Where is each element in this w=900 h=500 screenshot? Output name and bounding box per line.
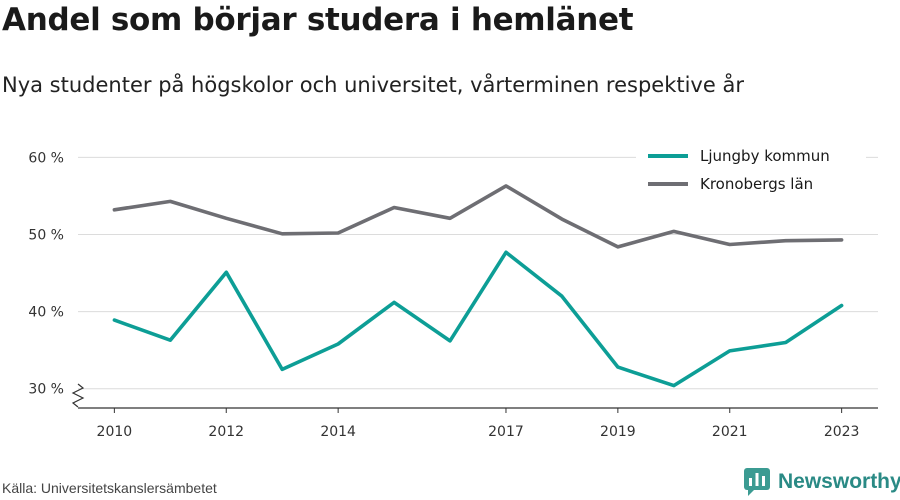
source-note: Källa: Universitetskanslersämbetet	[2, 480, 217, 496]
x-tick-label: 2014	[320, 424, 356, 440]
chart-subtitle: Nya studenter på högskolor och universit…	[2, 73, 744, 97]
x-tick-label: 2017	[488, 424, 524, 440]
y-axis-ticks: 30 % 40 % 50 % 60 %	[28, 150, 64, 397]
series-line	[112, 184, 844, 249]
y-tick-label: 60 %	[28, 150, 64, 166]
x-tick-label: 2012	[208, 424, 244, 440]
series-lines	[112, 184, 844, 388]
y-tick-label: 50 %	[28, 228, 64, 244]
y-tick-label: 40 %	[28, 305, 64, 321]
legend-label: Ljungby kommun	[700, 147, 830, 165]
legend-background	[636, 143, 866, 201]
x-tick-label: 2023	[824, 424, 860, 440]
legend: Ljungby kommun Kronobergs län	[636, 143, 866, 201]
x-tick-label: 2019	[600, 424, 636, 440]
chart-title: Andel som börjar studera i hemlänet	[2, 2, 634, 38]
brand-logo: Newsworthy	[744, 468, 900, 496]
bar-chart-logo-icon	[744, 468, 770, 496]
x-tick-label: 2021	[712, 424, 748, 440]
x-tick-label: 2010	[97, 424, 133, 440]
line-chart: 30 % 40 % 50 % 60 % 2010 2012 2014 2017 2019 202…	[28, 143, 878, 440]
series-line	[112, 250, 844, 388]
axis-break-icon	[71, 383, 85, 408]
legend-label: Kronobergs län	[700, 175, 813, 193]
x-axis: 2010 2012 2014 2017 2019 2021 2023	[71, 383, 878, 440]
y-tick-label: 30 %	[28, 382, 64, 398]
brand-name: Newsworthy	[778, 470, 900, 493]
